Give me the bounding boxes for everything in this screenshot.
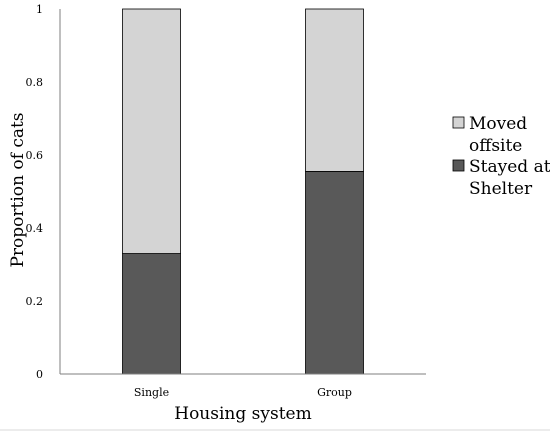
y-tick-label: 0.8: [26, 76, 44, 89]
y-tick-label: 0.6: [26, 149, 44, 162]
legend-label: Moved: [469, 114, 527, 134]
y-tick-label: 0.4: [26, 222, 44, 235]
legend-label: offsite: [469, 136, 522, 156]
x-axis-title: Housing system: [174, 404, 311, 424]
bar-single-stayed: [122, 253, 181, 375]
x-tick-label: Single: [134, 386, 169, 399]
y-tick-label: 0: [36, 368, 43, 381]
bar-group-moved: [305, 8, 364, 172]
legend-swatch: [452, 116, 465, 129]
bar-group-stayed: [305, 171, 364, 375]
y-tick-label: 1: [36, 3, 43, 16]
y-axis-title: Proportion of cats: [8, 112, 28, 267]
bar-single-moved: [122, 8, 181, 254]
x-tick-labels: Single Group: [134, 386, 352, 399]
y-tick-label: 0.2: [26, 295, 44, 308]
legend-label: Stayed at: [469, 157, 550, 177]
x-tick-label: Group: [317, 386, 352, 399]
legend-label: Shelter: [469, 179, 533, 199]
y-tick-labels: 0 0.2 0.4 0.6 0.8 1: [26, 3, 44, 381]
bars-group: [122, 8, 364, 375]
legend-swatch: [452, 159, 465, 172]
